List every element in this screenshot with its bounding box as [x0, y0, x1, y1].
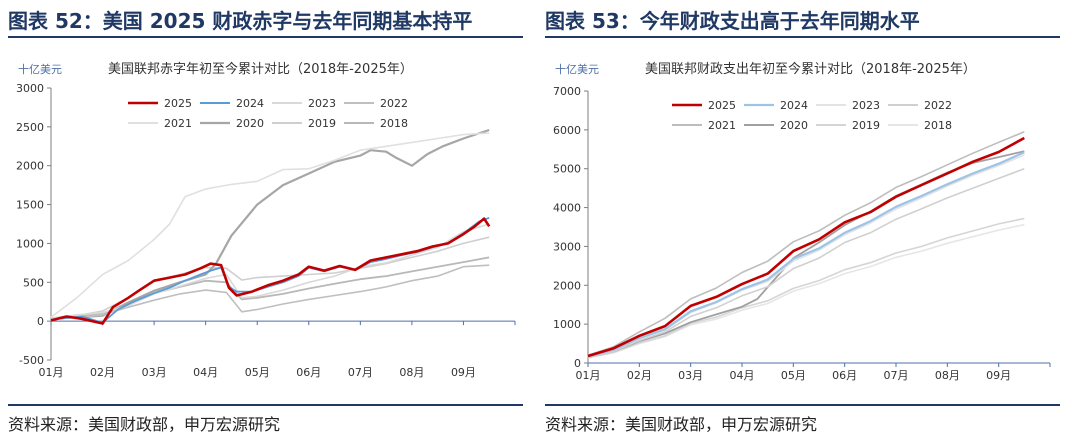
y-tick-label: -500: [19, 354, 44, 367]
chart-title: 美国联邦财政支出年初至今累计对比（2018年-2025年）: [645, 61, 976, 77]
legend-label-2022: 2022: [380, 97, 408, 110]
source-note: 资料来源：美国财政部，申万宏源研究: [8, 415, 281, 434]
x-tick-label: 09月: [451, 366, 476, 379]
x-tick-label: 04月: [193, 366, 218, 379]
series-line-2023: [50, 223, 490, 319]
x-tick-label: 08月: [935, 369, 960, 382]
x-tick-label: 01月: [576, 369, 601, 382]
y-tick-label: 1000: [16, 237, 44, 250]
x-tick-label: 01月: [39, 366, 64, 379]
y-tick-label: 3000: [553, 240, 581, 253]
legend-label-2021: 2021: [708, 119, 736, 132]
legend-label-2023: 2023: [308, 97, 336, 110]
legend-label-2025: 2025: [164, 97, 192, 110]
source-rule: [8, 404, 523, 406]
series-line-2025: [50, 217, 491, 325]
spending-chart: 十亿美元 美国联邦财政支出年初至今累计对比（2018年-2025年） 0 1000 20…: [553, 61, 1051, 382]
figure-title: 图表 53：今年财政支出高于去年同期水平: [545, 9, 920, 33]
series-line-2020: [50, 128, 490, 320]
series-line-2023: [587, 154, 1025, 358]
y-tick-label: 2000: [553, 279, 581, 292]
legend-label-2024: 2024: [236, 97, 264, 110]
y-tick-label: 2500: [16, 121, 44, 134]
chart-title: 美国联邦赤字年初至今累计对比（2018年-2025年）: [108, 61, 413, 77]
y-tick-label: 4000: [553, 202, 581, 215]
x-tick-label: 02月: [90, 366, 115, 379]
legend-label-2023: 2023: [852, 99, 880, 112]
figure-title: 图表 52：美国 2025 财政赤字与去年同期基本持平: [8, 9, 473, 33]
legend-label-2020: 2020: [780, 119, 808, 132]
series-line-2022: [587, 167, 1025, 358]
legend-label-2022: 2022: [924, 99, 952, 112]
series-line-2021: [587, 131, 1025, 356]
legend-label-2025: 2025: [708, 99, 736, 112]
y-tick-label: 2000: [16, 160, 44, 173]
legend-label-2018: 2018: [924, 119, 952, 132]
legend-label-2024: 2024: [780, 99, 808, 112]
y-tick-label: 0: [574, 357, 581, 370]
y-tick-label: 3000: [16, 82, 44, 95]
x-tick-label: 06月: [296, 366, 321, 379]
y-tick-label: 7000: [553, 85, 581, 98]
legend-label-2018: 2018: [380, 117, 408, 130]
y-tick-label: 1000: [553, 318, 581, 331]
y-unit-label: 十亿美元: [18, 62, 62, 76]
title-rule: [545, 36, 1060, 38]
y-tick-label: 5000: [553, 163, 581, 176]
x-tick-label: 08月: [399, 366, 424, 379]
series-line-2022: [50, 264, 490, 320]
x-tick-label: 04月: [730, 369, 755, 382]
x-tick-label: 07月: [884, 369, 909, 382]
legend-label-2021: 2021: [164, 117, 192, 130]
x-tick-label: 05月: [245, 366, 270, 379]
series-line-2019: [587, 217, 1025, 359]
x-tick-label: 05月: [781, 369, 806, 382]
x-tick-label: 03月: [678, 369, 703, 382]
x-tick-label: 07月: [348, 366, 373, 379]
x-tick-label: 03月: [142, 366, 167, 379]
legend-label-2019: 2019: [308, 117, 336, 130]
x-tick-label: 09月: [986, 369, 1011, 382]
legend-label-2019: 2019: [852, 119, 880, 132]
series-line-2021: [50, 132, 490, 318]
title-rule: [8, 36, 523, 38]
y-tick-label: 0: [37, 315, 44, 328]
deficit-chart: 十亿美元 美国联邦赤字年初至今累计对比（2018年-2025年） -500 0 500 1…: [16, 61, 516, 379]
legend-label-2020: 2020: [236, 117, 264, 130]
y-tick-label: 500: [23, 276, 44, 289]
x-tick-label: 02月: [627, 369, 652, 382]
series-line-2025: [587, 136, 1025, 358]
x-tick-label: 06月: [832, 369, 857, 382]
y-tick-label: 6000: [553, 124, 581, 137]
source-note: 资料来源：美国财政部，申万宏源研究: [545, 415, 818, 434]
y-unit-label: 十亿美元: [555, 62, 599, 76]
source-rule: [545, 404, 1060, 406]
series-line-2024: [587, 151, 1025, 358]
y-tick-label: 1500: [16, 199, 44, 212]
